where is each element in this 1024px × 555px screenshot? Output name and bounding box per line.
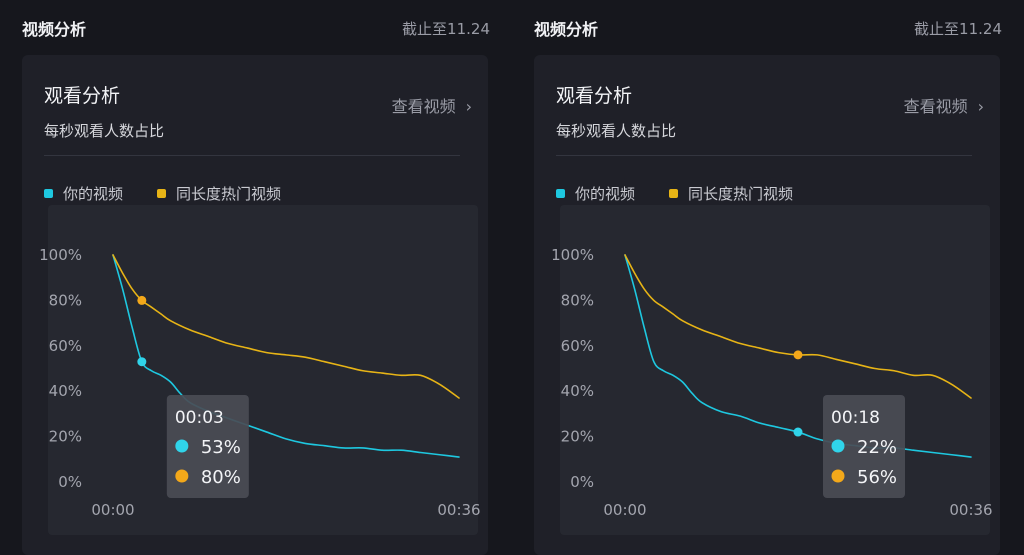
watch-ratio-chart[interactable]: 100% 80% 60% 40% 20% 0% 00:00 00:36 00:03 53% 80% [22, 55, 488, 555]
tooltip-dot [175, 439, 189, 453]
x-tick-label: 00:36 [949, 501, 992, 519]
tooltip-time: 00:18 [831, 408, 880, 428]
chevron-right-icon: › [465, 97, 472, 116]
legend-label: 同长度热门视频 [176, 185, 282, 203]
tooltip-dot [175, 469, 189, 483]
data-date: 截止至11.24 [914, 20, 1002, 38]
y-tick-label: 20% [49, 428, 82, 446]
y-tick-label: 100% [551, 246, 594, 264]
tooltip-value: 53% [201, 437, 241, 458]
x-tick-label: 00:36 [437, 501, 480, 519]
watch-analysis-card: 观看分析 查看视频 › 每秒观看人数占比 你的视频 同长度热门视频 100% 80%… [22, 55, 488, 555]
legend-label: 你的视频 [63, 185, 124, 203]
divider [556, 155, 972, 156]
plot-background [48, 205, 478, 535]
legend-label: 你的视频 [575, 185, 636, 203]
legend-item-your-video: 你的视频 [556, 183, 635, 204]
tooltip-box [166, 395, 249, 498]
y-tick-label: 60% [49, 337, 82, 355]
y-tick-label: 80% [49, 291, 82, 309]
hover-point [793, 427, 803, 437]
tooltip-time: 00:03 [175, 408, 224, 428]
view-video-label: 查看视频 [391, 97, 456, 116]
tooltip-dot [831, 469, 845, 483]
hover-point [137, 295, 147, 305]
tooltip-dot [831, 439, 845, 453]
tooltip-value: 56% [857, 467, 897, 488]
video-analysis-panel-right: 视频分析 截止至11.24 观看分析 查看视频 › 每秒观看人数占比 你的视频 同… [526, 0, 1016, 555]
watch-analysis-card: 观看分析 查看视频 › 每秒观看人数占比 你的视频 同长度热门视频 100% 80%… [534, 55, 1000, 555]
legend-swatch-yellow [669, 189, 679, 198]
y-tick-label: 100% [39, 246, 82, 264]
x-tick-label: 00:00 [91, 501, 134, 519]
y-tick-label: 20% [561, 428, 594, 446]
data-date: 截止至11.24 [402, 20, 490, 38]
y-tick-label: 80% [561, 291, 594, 309]
hover-point [137, 357, 147, 367]
legend-swatch-cyan [556, 189, 565, 198]
y-tick-label: 40% [561, 382, 594, 400]
y-tick-label: 0% [570, 473, 594, 491]
section-title: 视频分析 [534, 20, 599, 39]
chart-legend: 你的视频 同长度热门视频 [44, 183, 281, 204]
legend-item-popular-video: 同长度热门视频 [669, 183, 793, 204]
y-tick-label: 40% [49, 382, 82, 400]
tooltip-value: 22% [857, 437, 897, 458]
card-title: 观看分析 [556, 85, 633, 107]
tooltip: 00:18 22% 56% [823, 395, 905, 498]
view-video-link[interactable]: 查看视频 › [904, 93, 984, 117]
legend-swatch-cyan [44, 189, 53, 198]
video-analysis-panel-left: 视频分析 截止至11.24 观看分析 查看视频 › 每秒观看人数占比 你的视频 同… [14, 0, 504, 555]
legend-item-popular-video: 同长度热门视频 [157, 183, 281, 204]
legend-label: 同长度热门视频 [688, 185, 794, 203]
tooltip-value: 80% [201, 467, 241, 488]
chevron-right-icon: › [977, 97, 984, 116]
tooltip: 00:03 53% 80% [166, 395, 249, 498]
legend-item-your-video: 你的视频 [44, 183, 123, 204]
series-line-popular-video [112, 254, 460, 399]
card-subtitle: 每秒观看人数占比 [44, 122, 165, 140]
series-line-popular-video [624, 254, 972, 399]
tooltip-box [823, 395, 905, 498]
card-title: 观看分析 [44, 85, 121, 107]
view-video-link[interactable]: 查看视频 › [392, 93, 472, 117]
section-title: 视频分析 [22, 20, 87, 39]
y-tick-label: 0% [58, 473, 82, 491]
watch-ratio-chart[interactable]: 100% 80% 60% 40% 20% 0% 00:00 00:36 00:18 22% 56% [534, 55, 1000, 555]
legend-swatch-yellow [157, 189, 167, 198]
x-tick-label: 00:00 [603, 501, 646, 519]
hover-point [793, 350, 803, 360]
divider [44, 155, 460, 156]
chart-legend: 你的视频 同长度热门视频 [556, 183, 793, 204]
view-video-label: 查看视频 [903, 97, 968, 116]
card-subtitle: 每秒观看人数占比 [556, 122, 677, 140]
y-tick-label: 60% [561, 337, 594, 355]
